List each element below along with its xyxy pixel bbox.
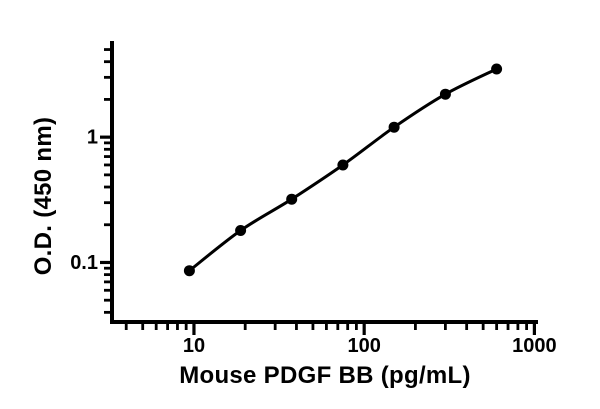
x-tick-label: 1000 <box>512 335 557 357</box>
x-tick-label: 10 <box>183 335 205 357</box>
data-point-marker <box>235 225 247 236</box>
y-tick-label: 0.1 <box>70 252 98 274</box>
data-point-marker <box>491 63 503 75</box>
data-point-marker <box>286 193 298 205</box>
data-point-marker <box>183 265 195 277</box>
axis-lines <box>110 41 538 324</box>
x-tick-label: 100 <box>347 335 380 357</box>
data-point-marker <box>439 88 451 100</box>
data-point-marker <box>337 159 349 171</box>
data-point-marker <box>388 121 400 133</box>
x-axis-title: Mouse PDGF BB (pg/mL) <box>179 362 471 389</box>
y-tick-label: 1 <box>87 127 98 149</box>
y-axis-title: O.D. (450 nm) <box>30 116 57 276</box>
